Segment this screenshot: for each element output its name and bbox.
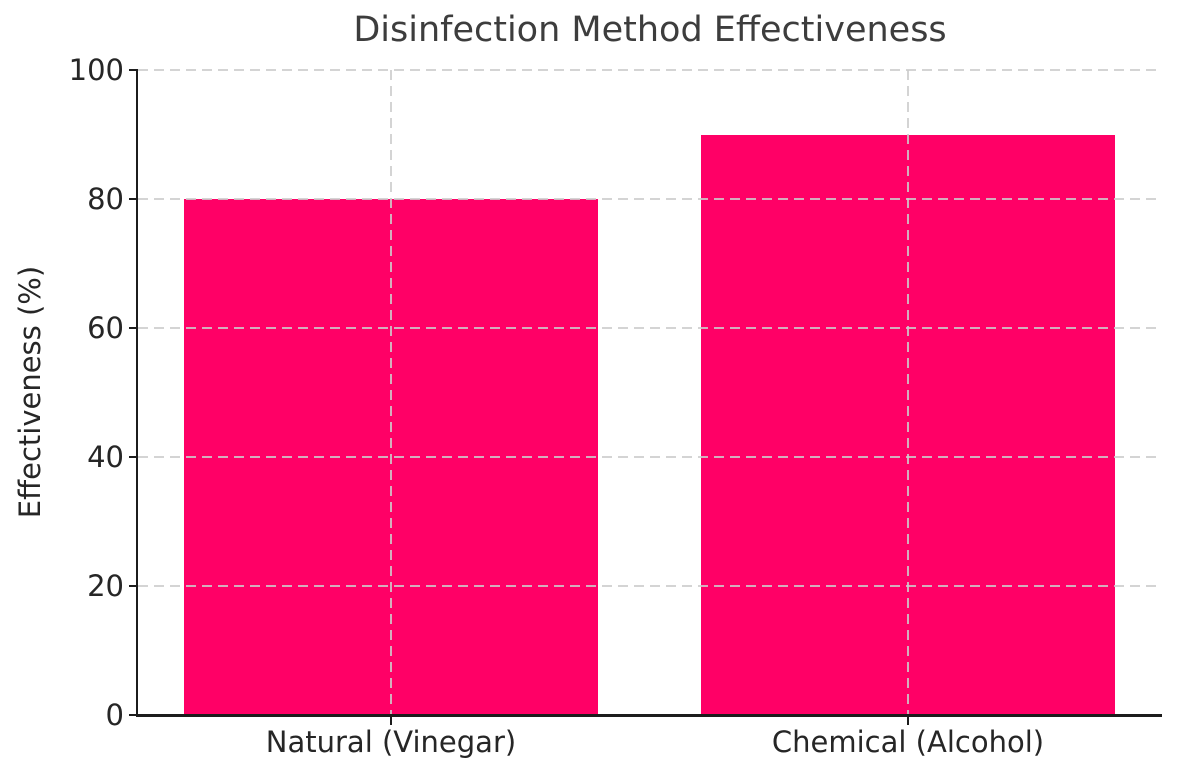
x-tick-label: Natural (Vinegar) (265, 725, 517, 759)
gridline-h (138, 327, 1162, 329)
x-tick (907, 717, 909, 725)
y-axis-spine (136, 70, 138, 716)
gridline-h (138, 69, 1162, 71)
gridline-v (907, 70, 909, 715)
y-tick-label: 40 (87, 440, 124, 474)
gridline-v (390, 70, 392, 715)
y-tick-label: 60 (87, 311, 124, 345)
y-tick-label: 0 (105, 698, 124, 732)
gridline-h (138, 456, 1162, 458)
x-axis-spine (136, 714, 1162, 717)
y-axis-label: Effectiveness (%) (13, 265, 47, 519)
gridline-h (138, 198, 1162, 200)
y-tick-label: 20 (87, 569, 124, 603)
x-tick (390, 717, 392, 725)
y-tick-label: 100 (68, 53, 124, 87)
y-tick-label: 80 (87, 182, 124, 216)
y-tick (129, 714, 138, 716)
gridline-h (138, 585, 1162, 587)
y-tick (129, 327, 138, 329)
chart-title: Disinfection Method Effectiveness (353, 10, 947, 50)
y-tick (129, 456, 138, 458)
y-tick (129, 585, 138, 587)
y-tick (129, 198, 138, 200)
plot-area (138, 69, 1162, 715)
y-tick (129, 69, 138, 71)
x-tick-label: Chemical (Alcohol) (771, 725, 1045, 759)
